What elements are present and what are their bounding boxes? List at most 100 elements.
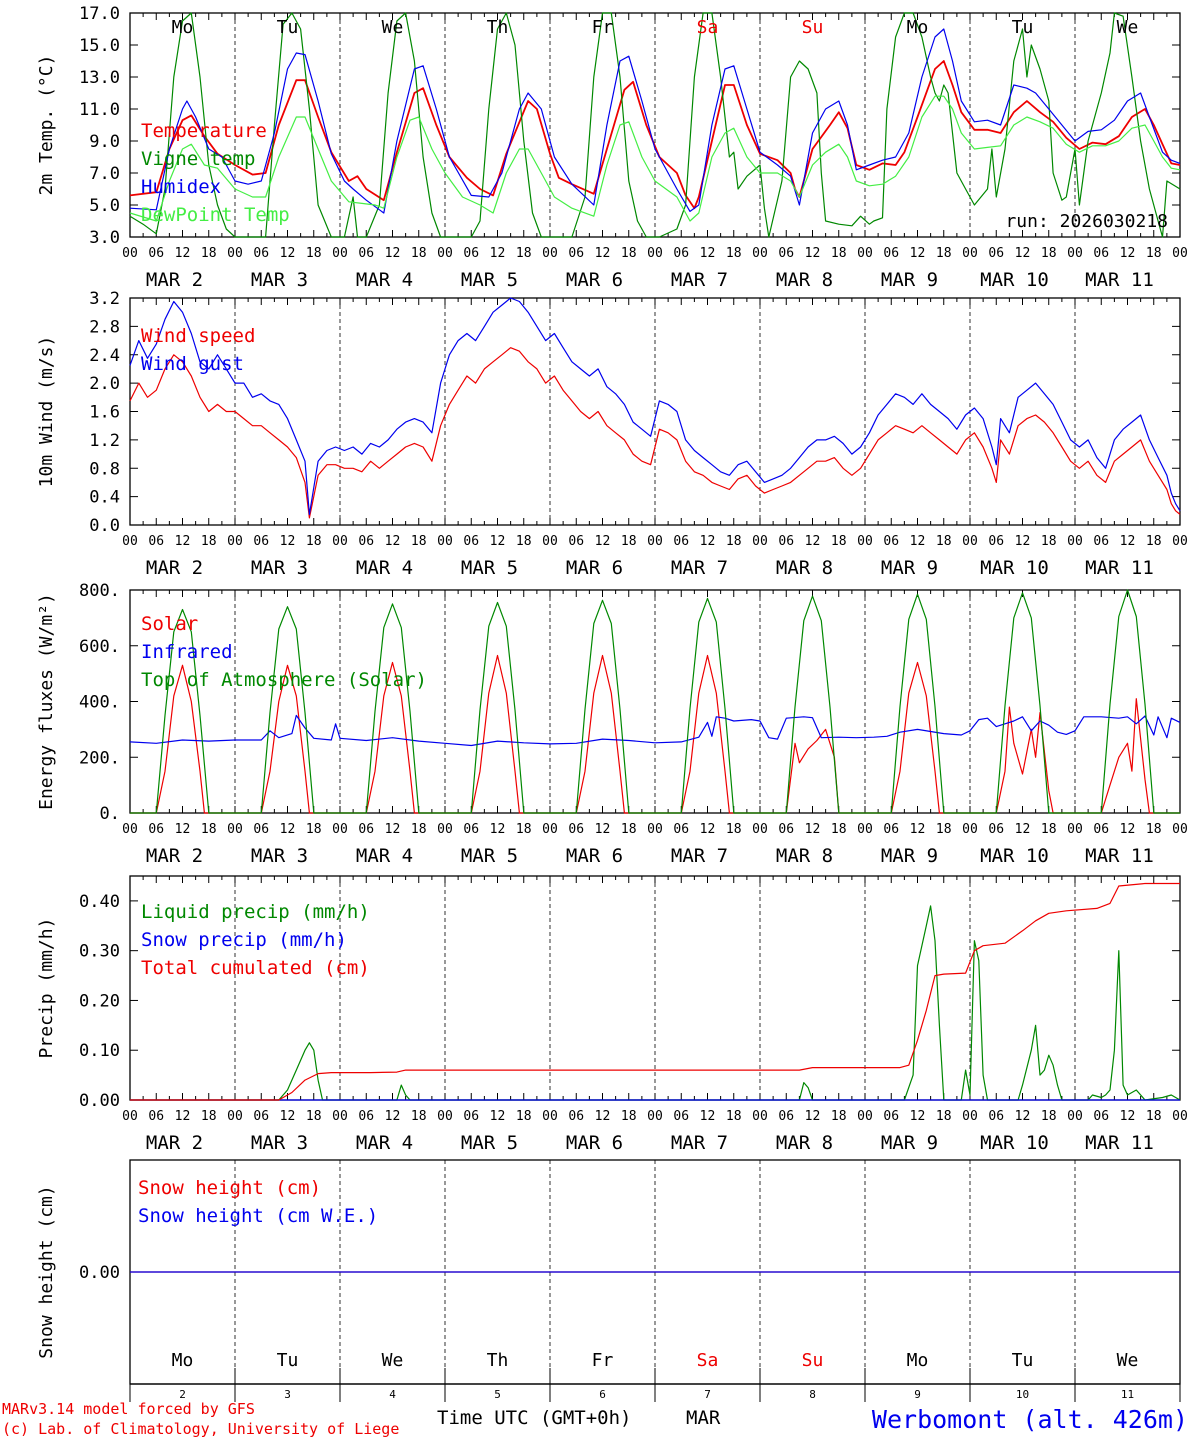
y-tick-label: 3.2 [89, 289, 120, 309]
date-label: MAR 9 [881, 845, 938, 867]
hour-label: 18 [306, 1109, 322, 1124]
credits-model: MARv3.14 model forced by GFS [2, 1400, 255, 1418]
hour-label: 00 [1067, 1109, 1083, 1124]
y-tick-label: 2.4 [89, 346, 120, 366]
hour-label: 12 [700, 1109, 716, 1124]
hour-label: 18 [621, 534, 637, 549]
legend-entry: Snow height (cm W.E.) [138, 1205, 378, 1227]
date-number: 7 [704, 1388, 711, 1401]
panel-4: 0.00 0.10 0.20 0.30 0.40 Precip (mm/h) Liquid … [36, 875, 1188, 1154]
hour-label: 00 [227, 246, 243, 261]
weekday-label: Su [802, 17, 824, 38]
hour-label: 00 [752, 822, 768, 837]
date-label: MAR 6 [566, 557, 623, 579]
hour-label: 18 [1041, 246, 1057, 261]
weekday-label: Tu [1012, 17, 1034, 38]
hour-label: 18 [1041, 534, 1057, 549]
hour-label: 12 [700, 534, 716, 549]
hour-label: 12 [910, 534, 926, 549]
weekday-label: Sa [697, 1350, 719, 1371]
date-label: MAR 9 [881, 1132, 938, 1154]
hour-label: 18 [621, 822, 637, 837]
hour-label: 12 [1015, 1109, 1031, 1124]
hour-label: 18 [726, 1109, 742, 1124]
hour-label: 12 [1120, 246, 1136, 261]
date-label: MAR 5 [461, 845, 518, 867]
hour-label: 06 [148, 534, 164, 549]
date-label: MAR 11 [1085, 1132, 1154, 1154]
hour-label: 18 [831, 822, 847, 837]
hour-label: 18 [1041, 822, 1057, 837]
hour-label: 12 [490, 1109, 506, 1124]
hour-label: 18 [831, 534, 847, 549]
legend-entry: Solar [141, 613, 198, 635]
y-tick-label: 9.0 [89, 132, 120, 152]
y-tick-label: 17.0 [79, 4, 120, 24]
hour-label: 18 [411, 246, 427, 261]
y-tick-label: 0.30 [79, 942, 120, 962]
x-axis-month: MAR [686, 1407, 721, 1429]
hour-label: 00 [962, 1109, 978, 1124]
hour-label: 06 [883, 1109, 899, 1124]
date-label: MAR 6 [566, 845, 623, 867]
hour-label: 18 [936, 822, 952, 837]
weekday-label: Tu [277, 1350, 299, 1371]
date-label: MAR 4 [356, 1132, 413, 1154]
hour-label: 06 [253, 246, 269, 261]
hour-label: 12 [910, 1109, 926, 1124]
hour-label: 06 [988, 534, 1004, 549]
hour-label: 18 [936, 534, 952, 549]
hour-label: 18 [411, 822, 427, 837]
legend-entry: Snow precip (mm/h) [141, 929, 347, 951]
date-label: MAR 5 [461, 557, 518, 579]
legend-entry: Temperature [141, 120, 267, 142]
hour-label: 12 [280, 246, 296, 261]
hour-label: 00 [542, 822, 558, 837]
y-tick-label: 0.10 [79, 1041, 120, 1061]
weekday-label: Mo [172, 1350, 194, 1371]
hour-label: 12 [1120, 534, 1136, 549]
date-label: MAR 11 [1085, 557, 1154, 579]
y-tick-label: 0.4 [89, 488, 120, 508]
hour-label: 06 [253, 1109, 269, 1124]
y-tick-label: 1.2 [89, 431, 120, 451]
hour-label: 00 [122, 246, 138, 261]
y-axis-title: 10m Wind (m/s) [36, 336, 57, 488]
legend-entry: Liquid precip (mm/h) [141, 901, 370, 923]
hour-label: 12 [385, 822, 401, 837]
hour-label: 12 [805, 246, 821, 261]
hour-label: 06 [568, 1109, 584, 1124]
hour-label: 00 [1067, 534, 1083, 549]
hour-label: 06 [673, 246, 689, 261]
date-label: MAR 2 [146, 557, 203, 579]
y-tick-label: 2.0 [89, 374, 120, 394]
hour-label: 06 [568, 822, 584, 837]
hour-label: 18 [306, 246, 322, 261]
hour-label: 18 [1146, 1109, 1162, 1124]
hour-label: 00 [437, 534, 453, 549]
date-number: 10 [1016, 1388, 1029, 1401]
series-line-liquid-precip-mm-h- [130, 905, 1181, 1101]
run-label: run: 2026030218 [1005, 211, 1168, 232]
hour-label: 06 [1093, 246, 1109, 261]
date-label: MAR 10 [980, 269, 1049, 291]
legend-entry: Top of Atmosphere (Solar) [141, 669, 427, 691]
date-number: 3 [284, 1388, 291, 1401]
hour-label: 18 [306, 822, 322, 837]
hour-label: 00 [857, 246, 873, 261]
hour-label: 12 [595, 822, 611, 837]
date-label: MAR 7 [671, 845, 728, 867]
hour-label: 18 [201, 534, 217, 549]
date-number: 6 [599, 1388, 606, 1401]
hour-label: 18 [1146, 822, 1162, 837]
hour-label: 12 [175, 1109, 191, 1124]
hour-label: 12 [1120, 822, 1136, 837]
panels: 3.0 5.0 7.0 9.0 11.0 13.0 15.0 17.0 2m Temp. (°C… [36, 4, 1188, 1402]
hour-label: 00 [962, 822, 978, 837]
hour-label: 12 [175, 534, 191, 549]
hour-label: 12 [910, 246, 926, 261]
hour-label: 18 [201, 246, 217, 261]
hour-label: 12 [595, 1109, 611, 1124]
date-label: MAR 10 [980, 557, 1049, 579]
hour-label: 06 [673, 822, 689, 837]
